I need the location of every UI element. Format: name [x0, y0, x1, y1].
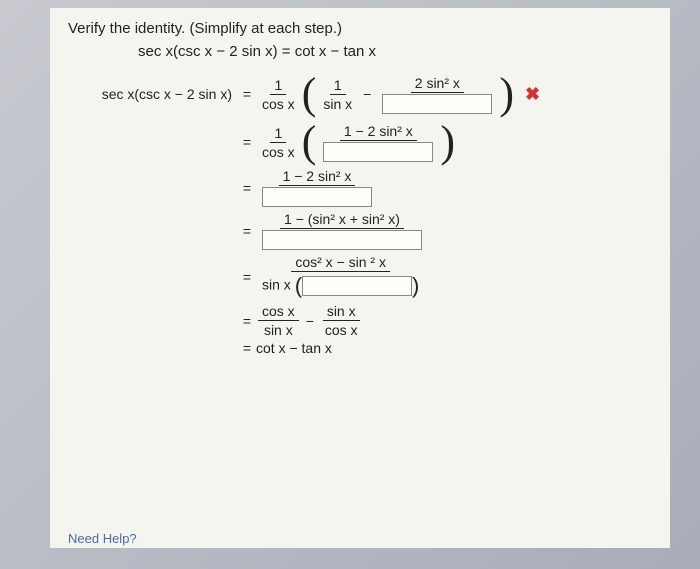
incorrect-icon: ✖	[525, 84, 540, 105]
denominator	[319, 141, 437, 162]
frac-sinx-over-cosx: sin x cos x	[321, 303, 362, 338]
answer-blank-5[interactable]	[302, 276, 412, 296]
numerator: 1 − 2 sin² x	[340, 123, 417, 141]
step-2-rhs: 1 cos x ( 1 − 2 sin² x )	[256, 120, 456, 164]
equals-sign: =	[238, 313, 256, 329]
frac-expr-over-blank: 1 − 2 sin² x	[319, 123, 437, 162]
step-1-rhs: 1 cos x ( 1 sin x − 2 sin² x ) ✖	[256, 72, 540, 116]
step-5-rhs: cos² x − sin ² x sin x ()	[256, 254, 425, 299]
equals-sign: =	[238, 340, 256, 356]
frac-1-over-cosx: 1 cos x	[258, 77, 299, 112]
step-4-rhs: 1 − (sin² x + sin² x)	[256, 211, 428, 250]
identity-equation: sec x(csc x − 2 sin x) = cot x − tan x	[138, 43, 652, 60]
step-2: = 1 cos x ( 1 − 2 sin² x )	[68, 120, 652, 164]
frac-expr-over-sinxblank: cos² x − sin ² x sin x ()	[258, 254, 423, 299]
denominator: cos x	[258, 143, 299, 160]
step-3: = 1 − 2 sin² x	[68, 168, 652, 207]
frac-expr-over-blank: 1 − (sin² x + sin² x)	[258, 211, 426, 250]
numerator: 2 sin² x	[411, 75, 464, 93]
solution-steps: sec x(csc x − 2 sin x) = 1 cos x ( 1 sin…	[68, 72, 652, 356]
equals-sign: =	[238, 269, 256, 285]
denominator: cos x	[321, 321, 362, 338]
denominator	[258, 229, 426, 250]
paren-right: )	[440, 120, 455, 164]
step-1: sec x(csc x − 2 sin x) = 1 cos x ( 1 sin…	[68, 72, 652, 116]
numerator: 1	[270, 77, 286, 95]
step-1-lhs: sec x(csc x − 2 sin x)	[68, 86, 238, 102]
need-help-link[interactable]: Need Help?	[68, 531, 137, 546]
paren-right: )	[499, 72, 514, 116]
paren-left: (	[302, 120, 317, 164]
paren-left-small: (	[295, 273, 302, 298]
frac-2sin2x-over-blank: 2 sin² x	[378, 75, 496, 114]
answer-blank-3[interactable]	[262, 187, 372, 207]
frac-cosx-over-sinx: cos x sin x	[258, 303, 299, 338]
instruction-text: Verify the identity. (Simplify at each s…	[68, 20, 652, 37]
numerator: cos x	[258, 303, 299, 321]
equals-sign: =	[238, 134, 256, 150]
equals-sign: =	[238, 86, 256, 102]
numerator: cos² x − sin ² x	[291, 254, 390, 272]
denominator: sin x ()	[258, 272, 423, 299]
numerator: sin x	[323, 303, 360, 321]
denominator: sin x	[260, 321, 297, 338]
denominator: cos x	[258, 95, 299, 112]
minus-sign: −	[306, 313, 314, 329]
sinx-text: sin x	[262, 277, 291, 293]
answer-blank-4[interactable]	[262, 230, 422, 250]
step-4: = 1 − (sin² x + sin² x)	[68, 211, 652, 250]
equals-sign: =	[238, 180, 256, 196]
answer-blank-1[interactable]	[382, 94, 492, 114]
paren-left: (	[302, 72, 317, 116]
denominator: sin x	[319, 95, 356, 112]
frac-1-over-sinx: 1 sin x	[319, 77, 356, 112]
equals-sign: =	[238, 223, 256, 239]
step-7-rhs: cot x − tan x	[256, 340, 332, 356]
step-6-rhs: cos x sin x − sin x cos x	[256, 303, 364, 338]
step-6: = cos x sin x − sin x cos x	[68, 303, 652, 338]
frac-expr-over-blank: 1 − 2 sin² x	[258, 168, 376, 207]
minus-sign: −	[363, 86, 371, 102]
numerator: 1 − (sin² x + sin² x)	[280, 211, 404, 229]
numerator: 1	[270, 125, 286, 143]
step-3-rhs: 1 − 2 sin² x	[256, 168, 378, 207]
frac-1-over-cosx: 1 cos x	[258, 125, 299, 160]
answer-blank-2[interactable]	[323, 142, 433, 162]
step-7: = cot x − tan x	[68, 340, 652, 356]
denominator	[258, 186, 376, 207]
paren-right-small: )	[412, 273, 419, 298]
step-5: = cos² x − sin ² x sin x ()	[68, 254, 652, 299]
denominator	[378, 93, 496, 114]
numerator: 1	[330, 77, 346, 95]
worksheet-page: Verify the identity. (Simplify at each s…	[50, 8, 670, 548]
numerator: 1 − 2 sin² x	[279, 168, 356, 186]
